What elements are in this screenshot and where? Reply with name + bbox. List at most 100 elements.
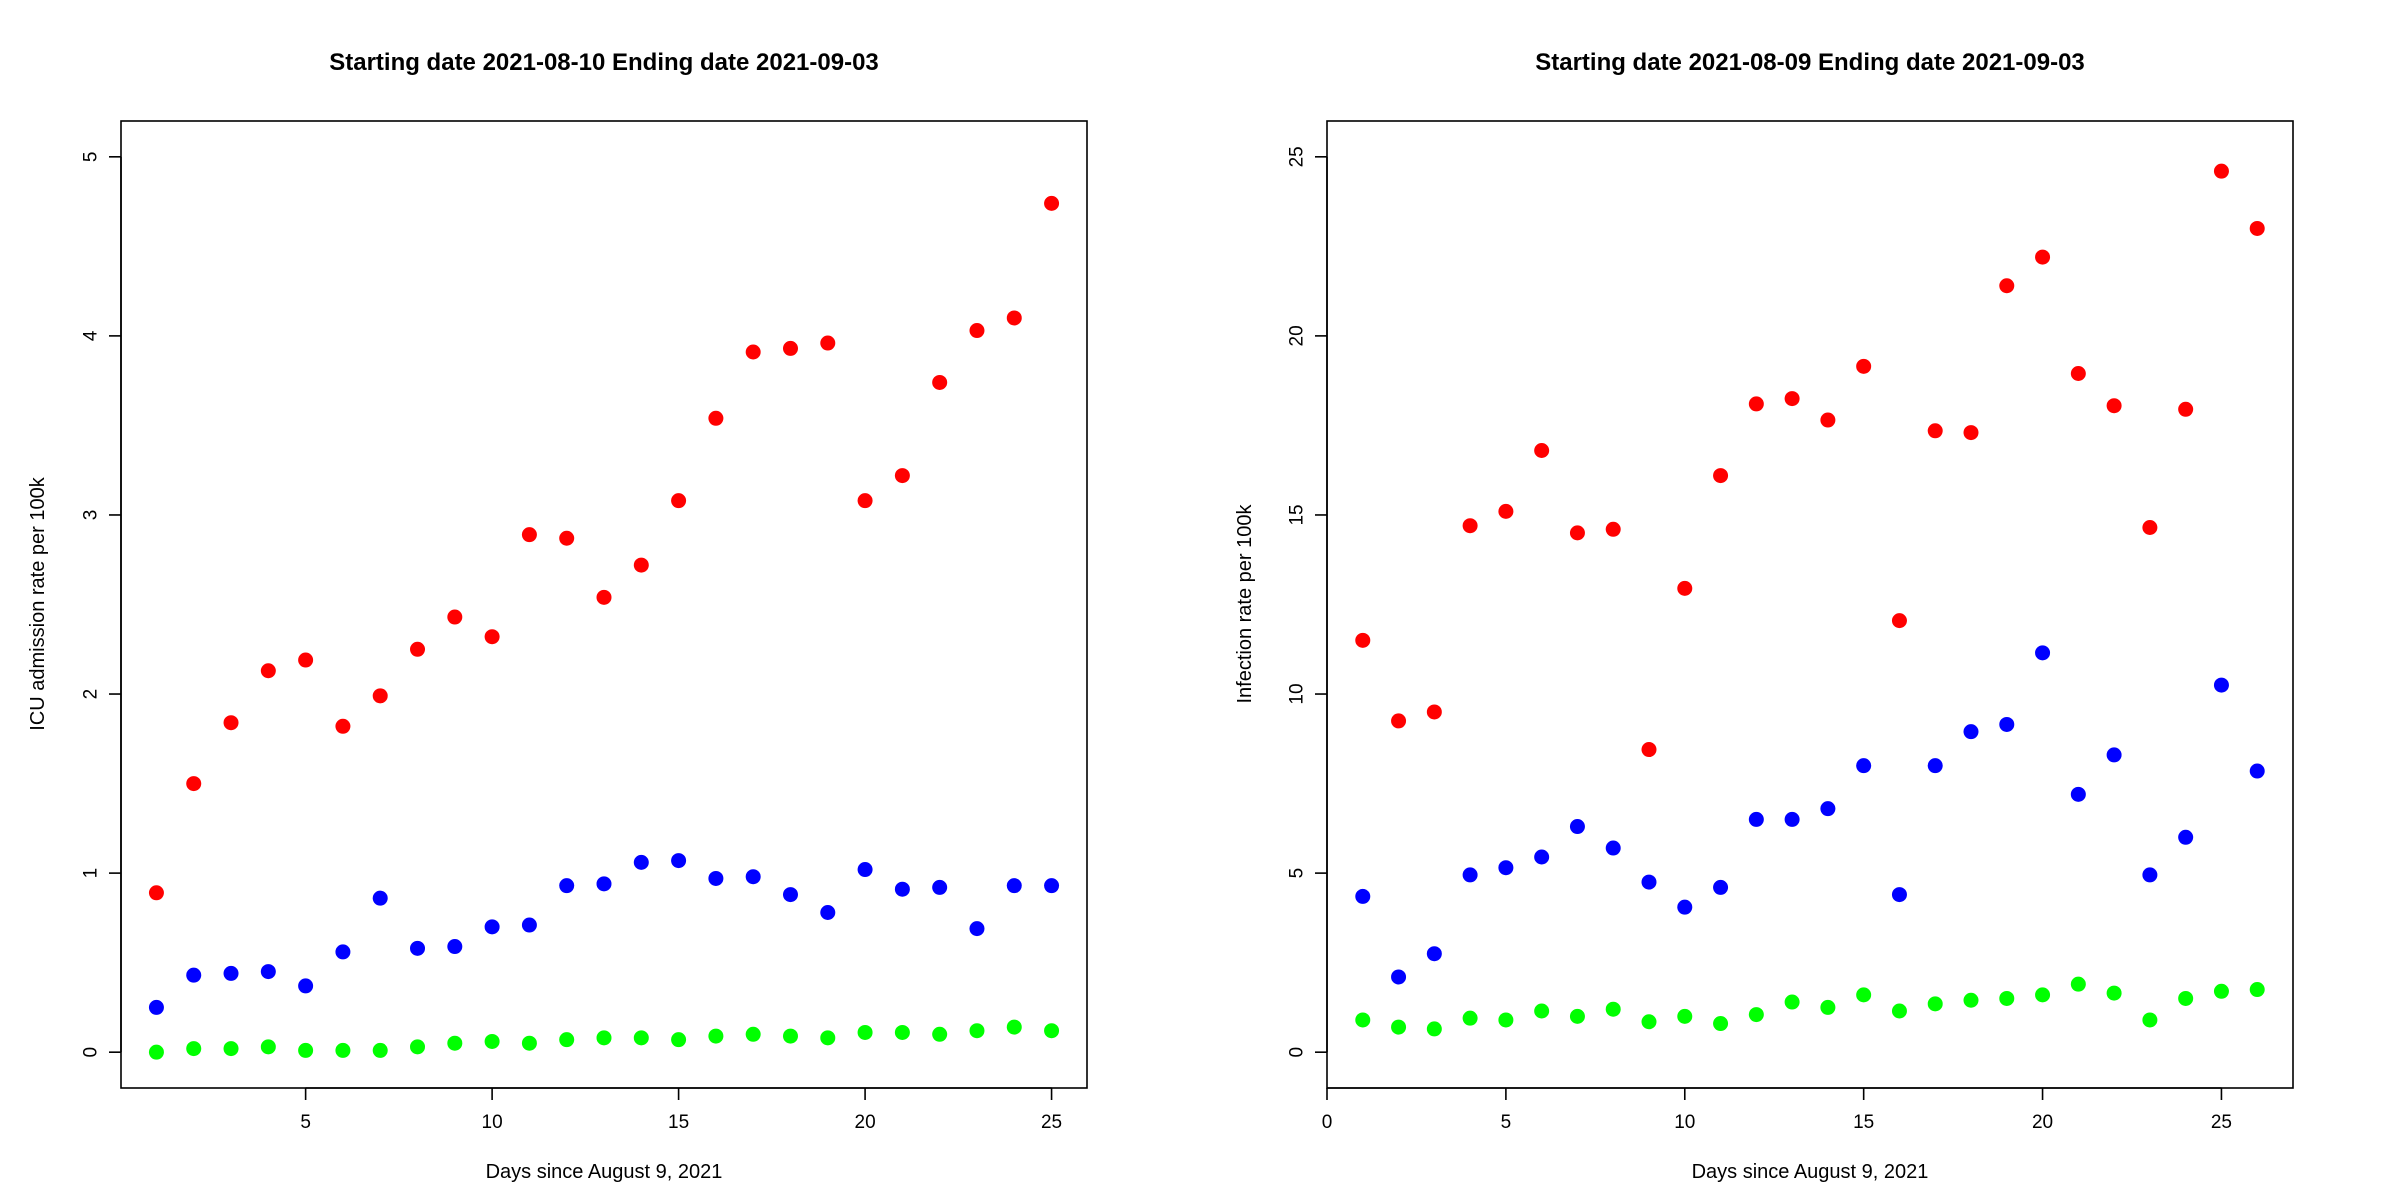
- series-red: [148, 195, 1060, 901]
- data-point: [2178, 990, 2194, 1006]
- y-tick-label: 1: [81, 868, 102, 879]
- x-tick-label: 25: [1041, 1112, 1062, 1133]
- data-point: [1891, 613, 1907, 629]
- y-tick-label: 4: [81, 330, 102, 341]
- y-axis-label: ICU admission rate per 100k: [27, 476, 49, 730]
- data-point: [2213, 677, 2229, 693]
- data-points: [1355, 163, 2265, 1037]
- data-point: [1677, 580, 1693, 596]
- data-point: [671, 853, 687, 869]
- data-point: [932, 1026, 948, 1042]
- data-point: [1426, 704, 1442, 720]
- data-point: [820, 335, 836, 351]
- y-tick-label: 2: [81, 689, 102, 700]
- data-point: [1569, 1008, 1585, 1024]
- data-point: [186, 967, 202, 983]
- data-point: [1856, 358, 1872, 374]
- data-point: [335, 1042, 351, 1058]
- x-axis-label: Days since August 9, 2021: [486, 1161, 723, 1183]
- data-point: [1426, 1021, 1442, 1037]
- data-point: [857, 1024, 873, 1040]
- data-point: [260, 1039, 276, 1055]
- chart-title: Starting date 2021-08-09 Ending date 202…: [1535, 49, 2085, 76]
- x-tick-label: 5: [1501, 1112, 1512, 1133]
- data-point: [484, 919, 500, 935]
- data-point: [1641, 1014, 1657, 1030]
- data-point: [782, 340, 798, 356]
- y-tick-label: 3: [81, 510, 102, 521]
- data-point: [298, 652, 314, 668]
- data-point: [1006, 1019, 1022, 1035]
- data-point: [969, 323, 985, 339]
- data-point: [1927, 423, 1943, 439]
- data-point: [410, 940, 426, 956]
- data-point: [820, 905, 836, 921]
- x-tick-label: 10: [482, 1112, 503, 1133]
- data-point: [2213, 983, 2229, 999]
- data-point: [559, 1032, 575, 1048]
- data-point: [1963, 992, 1979, 1008]
- data-point: [447, 1035, 463, 1051]
- data-point: [857, 862, 873, 878]
- x-tick-label: 25: [2211, 1112, 2232, 1133]
- y-tick-label: 20: [1287, 325, 1308, 346]
- data-point: [223, 715, 239, 731]
- data-point: [559, 878, 575, 894]
- data-point: [1534, 849, 1550, 865]
- data-point: [745, 1026, 761, 1042]
- data-point: [1534, 1003, 1550, 1019]
- data-point: [2070, 786, 2086, 802]
- x-tick-label: 5: [300, 1112, 311, 1133]
- data-point: [372, 688, 388, 704]
- data-point: [372, 890, 388, 906]
- data-point: [1355, 888, 1371, 904]
- series-green: [1355, 976, 2265, 1037]
- data-point: [447, 939, 463, 955]
- data-point: [596, 876, 612, 892]
- data-point: [1605, 521, 1621, 537]
- data-point: [1391, 1019, 1407, 1035]
- data-point: [1891, 1003, 1907, 1019]
- data-point: [894, 1024, 910, 1040]
- series-red: [1355, 163, 2265, 758]
- data-point: [2035, 249, 2051, 265]
- data-point: [1713, 468, 1729, 484]
- data-point: [671, 1032, 687, 1048]
- data-point: [1784, 811, 1800, 827]
- data-point: [1820, 999, 1836, 1015]
- data-point: [298, 1042, 314, 1058]
- series-blue: [148, 853, 1060, 1015]
- data-point: [2106, 747, 2122, 763]
- data-point: [1999, 990, 2015, 1006]
- data-point: [782, 887, 798, 903]
- data-point: [484, 629, 500, 645]
- data-point: [969, 921, 985, 937]
- data-point: [410, 1039, 426, 1055]
- data-point: [633, 557, 649, 573]
- data-point: [2142, 519, 2158, 535]
- data-point: [447, 609, 463, 625]
- data-point: [559, 530, 575, 546]
- data-point: [1498, 860, 1514, 876]
- data-point: [1677, 899, 1693, 915]
- data-point: [1006, 878, 1022, 894]
- plot-frame: [1326, 120, 2294, 1089]
- data-point: [1963, 724, 1979, 740]
- data-point: [2213, 163, 2229, 179]
- data-point: [2106, 985, 2122, 1001]
- data-point: [1462, 867, 1478, 883]
- data-point: [708, 410, 724, 426]
- chart-icu-admission: Starting date 2021-08-10 Ending date 202…: [27, 49, 1088, 1183]
- data-point: [223, 965, 239, 981]
- x-tick-label: 10: [1674, 1112, 1695, 1133]
- y-tick-label: 5: [1287, 868, 1308, 879]
- data-point: [857, 493, 873, 509]
- data-point: [596, 589, 612, 605]
- data-point: [1856, 758, 1872, 774]
- data-point: [484, 1033, 500, 1049]
- data-point: [1569, 819, 1585, 835]
- data-point: [1784, 391, 1800, 407]
- data-point: [1044, 878, 1060, 894]
- data-point: [1820, 412, 1836, 428]
- data-point: [1391, 713, 1407, 729]
